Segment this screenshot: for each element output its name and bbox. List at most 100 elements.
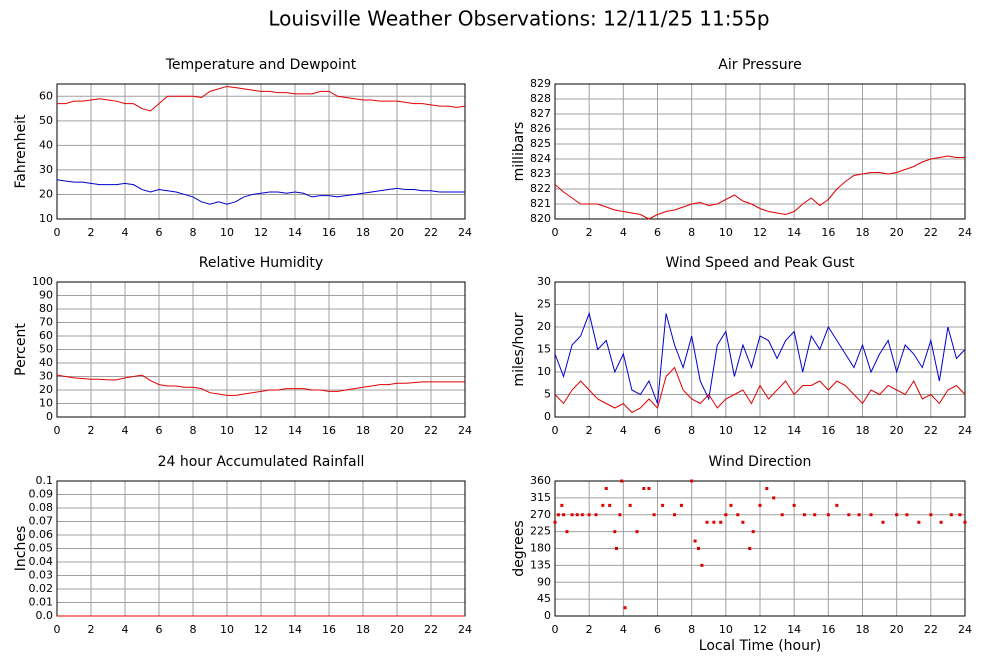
x-tick-label: 14 (288, 623, 302, 636)
data-point (613, 530, 617, 534)
data-point (635, 530, 639, 534)
x-tick-label: 16 (821, 424, 835, 437)
x-tick-label: 8 (688, 424, 695, 437)
y-tick-label: 225 (530, 525, 551, 538)
y-tick-label: 135 (530, 558, 551, 571)
x-tick-label: 2 (586, 623, 593, 636)
x-tick-label: 20 (890, 226, 904, 239)
data-point (693, 539, 697, 543)
y-tick-label: 30 (537, 275, 551, 288)
x-tick-label: 20 (890, 623, 904, 636)
x-tick-label: 24 (958, 424, 972, 437)
y-axis-label: Percent (13, 323, 29, 376)
panel-title: Air Pressure (718, 57, 801, 73)
data-point (724, 513, 728, 517)
plot-frame (554, 480, 966, 617)
y-tick-label: 25 (537, 298, 551, 311)
data-point (700, 563, 704, 567)
x-tick-label: 2 (586, 424, 593, 437)
x-tick-label: 8 (190, 623, 197, 636)
x-tick-label: 20 (390, 424, 404, 437)
data-point (939, 520, 943, 524)
y-tick-label: 0.06 (29, 528, 54, 541)
y-tick-label: 40 (39, 138, 53, 151)
y-axis-label: millibars (511, 122, 527, 182)
main-title: Louisville Weather Observations: 12/11/2… (268, 7, 769, 31)
x-tick-label: 0 (552, 623, 559, 636)
data-point (963, 520, 967, 524)
y-tick-label: 5 (544, 388, 551, 401)
data-point (587, 513, 591, 517)
x-tick-label: 22 (424, 424, 438, 437)
data-point (917, 520, 921, 524)
data-point (780, 513, 784, 517)
x-tick-label: 22 (924, 623, 938, 636)
y-axis-label: miles/hour (511, 312, 527, 386)
data-point (604, 487, 608, 490)
data-line (57, 85, 466, 112)
data-point (826, 513, 830, 517)
x-tick-label: 22 (424, 623, 438, 636)
x-tick-label: 4 (122, 226, 129, 239)
data-point (615, 547, 618, 550)
panel-title: Wind Speed and Peak Gust (666, 255, 855, 271)
x-tick-label: 24 (458, 226, 472, 239)
x-tick-label: 6 (654, 424, 661, 437)
x-tick-label: 18 (856, 226, 870, 239)
data-point (813, 513, 817, 517)
x-tick-label: 16 (821, 623, 835, 636)
data-point (594, 513, 598, 517)
x-tick-label: 6 (654, 226, 661, 239)
x-tick-label: 4 (620, 226, 627, 239)
x-tick-label: 20 (390, 623, 404, 636)
y-tick-label: 60 (39, 329, 53, 342)
data-point (905, 513, 909, 517)
x-tick-label: 6 (156, 424, 163, 437)
y-tick-label: 10 (39, 397, 53, 410)
y-axis-label: degrees (511, 520, 527, 576)
data-point (857, 513, 861, 517)
x-tick-label: 0 (54, 226, 61, 239)
data-point (690, 479, 694, 483)
x-tick-label: 16 (322, 424, 336, 437)
y-tick-label: 20 (39, 187, 53, 200)
data-point (881, 520, 885, 524)
data-point (575, 513, 579, 517)
data-point (847, 513, 851, 517)
data-point (705, 520, 709, 524)
data-point (729, 503, 733, 507)
y-tick-label: 0.0 (36, 609, 54, 622)
x-tick-label: 24 (958, 226, 972, 239)
data-point (565, 530, 569, 534)
data-point (719, 520, 723, 524)
data-point (652, 513, 656, 517)
data-point (553, 520, 557, 524)
x-tick-label: 0 (552, 226, 559, 239)
y-tick-label: 45 (537, 592, 551, 605)
plot-frame (554, 83, 966, 220)
x-tick-label: 14 (787, 623, 801, 636)
y-axis-label: Fahrenheit (13, 114, 29, 189)
x-tick-label: 6 (156, 226, 163, 239)
data-point (628, 503, 632, 507)
data-point (895, 513, 899, 517)
y-tick-label: 820 (530, 212, 551, 225)
x-tick-label: 12 (254, 424, 268, 437)
data-point (712, 520, 716, 524)
y-tick-label: 0.05 (29, 542, 54, 555)
y-tick-label: 827 (530, 107, 551, 120)
y-tick-label: 30 (39, 370, 53, 383)
x-tick-label: 10 (719, 424, 733, 437)
y-tick-label: 0.08 (29, 501, 54, 514)
x-tick-label: 6 (156, 623, 163, 636)
data-point (697, 547, 700, 550)
x-tick-label: 0 (54, 623, 61, 636)
data-point (792, 503, 796, 507)
data-point (835, 503, 839, 507)
x-tick-label: 22 (924, 226, 938, 239)
x-axis-label: Local Time (hour) (699, 638, 821, 654)
data-point (958, 513, 962, 517)
y-tick-label: 829 (530, 77, 551, 90)
data-point (618, 513, 622, 517)
